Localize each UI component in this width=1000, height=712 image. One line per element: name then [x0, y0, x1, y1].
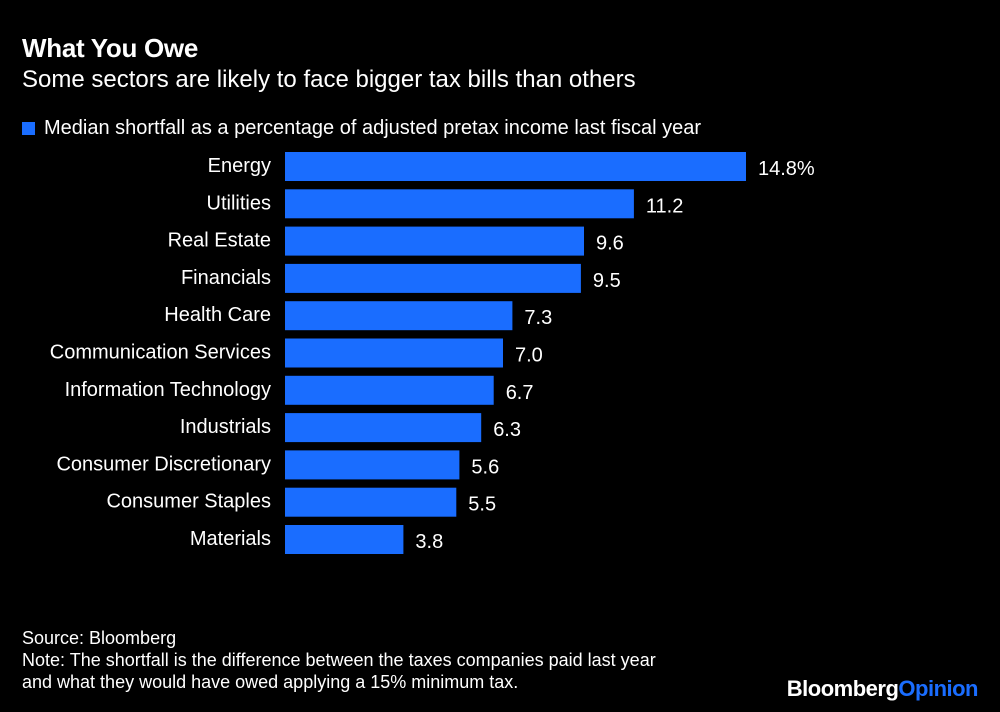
bar-industrials: [285, 413, 482, 443]
category-label-real-estate: Real Estate: [168, 230, 271, 252]
value-label-consumer-discretionary: 5.6: [471, 456, 499, 478]
category-label-communication-services: Communication Services: [50, 342, 271, 364]
legend: Median shortfall as a percentage of adju…: [22, 117, 701, 140]
category-label-industrials: Industrials: [180, 416, 271, 438]
brand-logo-opinion: Opinion: [898, 676, 978, 701]
category-label-energy: Energy: [208, 155, 271, 177]
footnote-line-1: Note: The shortfall is the difference be…: [22, 650, 656, 670]
chart-title: What You Owe: [22, 33, 199, 63]
bar-materials: [285, 525, 404, 554]
value-label-information-technology: 6.7: [506, 382, 534, 404]
value-label-industrials: 6.3: [493, 419, 521, 441]
value-label-financials: 9.5: [593, 270, 621, 292]
bar-energy: [285, 152, 746, 181]
value-label-energy: 14.8%: [758, 158, 815, 180]
value-label-health-care: 7.3: [524, 307, 552, 329]
bar-real-estate: [285, 226, 584, 256]
brand-logo-bloomberg: Bloomberg: [786, 676, 899, 701]
brand-logo: BloombergOpinion: [786, 676, 979, 702]
value-label-communication-services: 7.0: [515, 345, 543, 367]
bar-communication-services: [285, 338, 503, 368]
bar-consumer-discretionary: [285, 450, 460, 480]
bar-chart: Energy 14.8% Utilities 11.2 Real Estate 9.6 Fi…: [50, 152, 815, 554]
bar-utilities: [285, 189, 634, 219]
value-label-consumer-staples: 5.5: [468, 494, 496, 516]
category-label-consumer-staples: Consumer Staples: [106, 491, 271, 513]
category-label-utilities: Utilities: [207, 192, 271, 214]
bar-financials: [285, 263, 581, 293]
chart-footer: Source: Bloomberg Note: The shortfall is…: [22, 627, 656, 693]
bar-health-care: [285, 301, 513, 331]
category-label-health-care: Health Care: [164, 304, 271, 326]
footnote-line-2: and what they would have owed applying a…: [22, 672, 519, 692]
value-label-real-estate: 9.6: [596, 233, 624, 255]
category-label-materials: Materials: [190, 528, 271, 550]
value-label-utilities: 11.2: [646, 195, 683, 217]
legend-swatch: [22, 122, 35, 135]
legend-label: Median shortfall as a percentage of adju…: [44, 117, 702, 139]
bar-consumer-staples: [285, 487, 457, 517]
category-label-information-technology: Information Technology: [65, 379, 271, 401]
chart-subtitle: Some sectors are likely to face bigger t…: [22, 66, 636, 93]
category-label-financials: Financials: [181, 267, 271, 289]
category-label-consumer-discretionary: Consumer Discretionary: [56, 453, 271, 475]
value-label-materials: 3.8: [415, 531, 443, 553]
source-note: Source: Bloomberg: [22, 628, 177, 648]
bar-information-technology: [285, 375, 494, 405]
